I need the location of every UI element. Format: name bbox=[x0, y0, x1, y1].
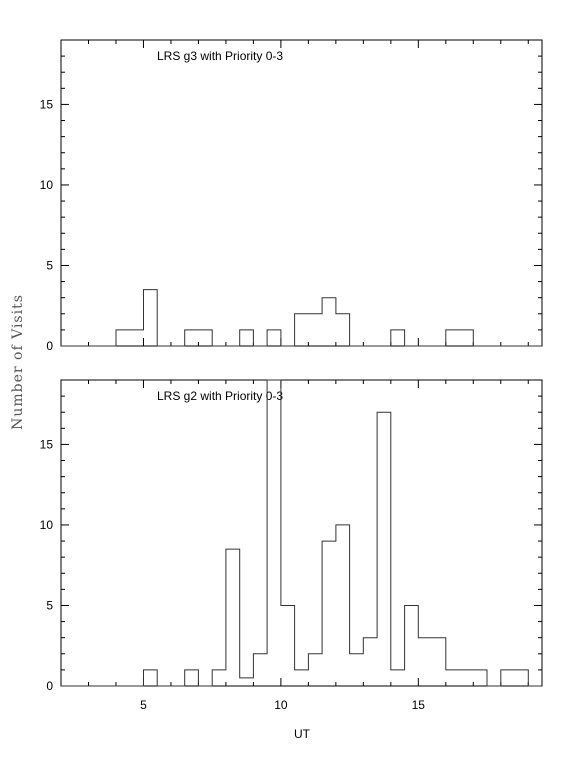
chart-panel-2: 0 5 10 15 5 10 15 LRS g2 with Priority 0-3 bbox=[40, 379, 543, 712]
y-tick-label: 5 bbox=[46, 258, 53, 272]
histogram-bar bbox=[350, 654, 364, 686]
y-tick-label: 10 bbox=[40, 518, 54, 532]
y-axis-label: Number of Visits bbox=[10, 294, 26, 430]
histogram-bar bbox=[418, 638, 432, 686]
x-axis-label: UT bbox=[294, 727, 311, 741]
x-tick-label: 15 bbox=[412, 698, 426, 712]
histogram-bar bbox=[267, 330, 281, 346]
y-tick-label: 5 bbox=[46, 598, 53, 612]
histogram-bar bbox=[446, 670, 460, 686]
histogram-bar bbox=[295, 670, 309, 686]
plot-frame bbox=[60, 39, 543, 347]
panel-title: LRS g3 with Priority 0-3 bbox=[157, 49, 283, 63]
histogram-bar bbox=[446, 330, 460, 346]
histogram-bar bbox=[460, 670, 474, 686]
histogram-bar bbox=[515, 670, 529, 686]
x-tick-label: 5 bbox=[140, 698, 147, 712]
histogram-bar bbox=[405, 605, 419, 686]
histogram-bar bbox=[460, 330, 474, 346]
histogram-bar bbox=[473, 670, 487, 686]
histogram-bar bbox=[253, 654, 267, 686]
histogram-outline bbox=[61, 379, 542, 687]
histogram-bar bbox=[267, 380, 281, 686]
histogram-bar bbox=[391, 330, 405, 346]
histogram-bar bbox=[116, 330, 130, 346]
y-tick-label: 15 bbox=[40, 97, 54, 111]
histogram-bar bbox=[212, 670, 226, 686]
histogram-bar bbox=[130, 330, 144, 346]
histogram-bar bbox=[391, 670, 405, 686]
histogram-bar bbox=[377, 412, 391, 686]
histogram-bar bbox=[295, 314, 309, 346]
histogram-bar bbox=[308, 654, 322, 686]
histogram-bar bbox=[143, 670, 157, 686]
histogram-bar bbox=[240, 678, 254, 686]
histogram-bar bbox=[185, 330, 199, 346]
plot-frame bbox=[60, 379, 543, 687]
histogram-bar bbox=[185, 670, 199, 686]
histogram-bar bbox=[336, 314, 350, 346]
histogram-bar bbox=[336, 525, 350, 686]
histogram-bar bbox=[501, 670, 515, 686]
y-tick-label: 10 bbox=[40, 178, 54, 192]
histogram-bar bbox=[240, 330, 254, 346]
histogram-bar bbox=[432, 638, 446, 686]
histogram-bar bbox=[226, 549, 240, 686]
y-tick-label: 15 bbox=[40, 437, 54, 451]
x-tick-label: 10 bbox=[274, 698, 288, 712]
histogram-bar bbox=[363, 638, 377, 686]
histogram-bar bbox=[322, 298, 336, 346]
histogram-bar bbox=[281, 605, 295, 686]
y-tick-label: 0 bbox=[46, 339, 53, 353]
histogram-bar bbox=[308, 314, 322, 346]
panel-title: LRS g2 with Priority 0-3 bbox=[157, 389, 283, 403]
y-tick-label: 0 bbox=[46, 679, 53, 693]
histogram-bar bbox=[143, 290, 157, 346]
histogram-outline bbox=[61, 289, 542, 347]
chart-panel-1: 0 5 10 15 LRS g3 with Priority 0-3 bbox=[40, 39, 543, 353]
histogram-bar bbox=[322, 541, 336, 686]
histogram-bar bbox=[198, 330, 212, 346]
chart-panels: 0 5 10 15 LRS g3 with Priority 0-3 0 5 10 15 5 10 1… bbox=[40, 39, 543, 712]
